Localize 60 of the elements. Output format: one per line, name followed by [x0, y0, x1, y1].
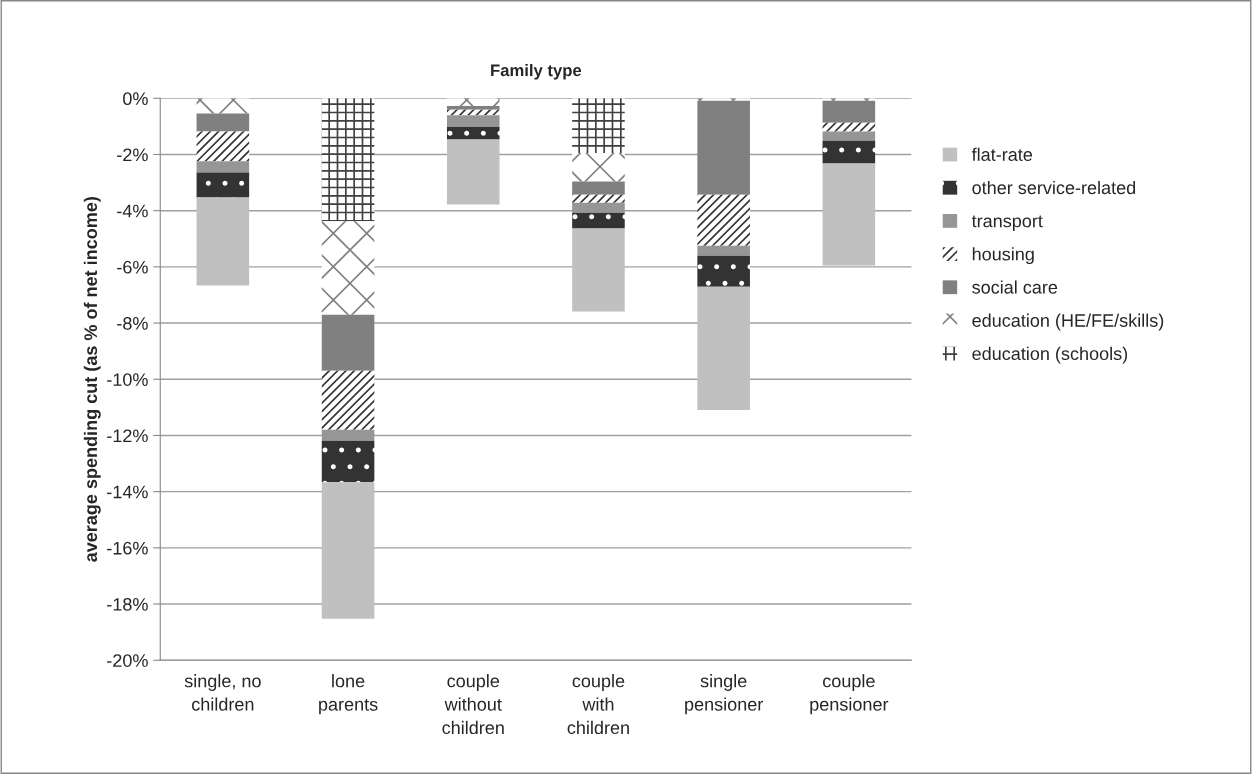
bar [572, 181, 625, 195]
bar [697, 194, 750, 246]
x-tick-label: single, no children [184, 674, 261, 711]
bar [822, 100, 876, 123]
y-tick-label: -18% [107, 597, 148, 611]
bar [822, 140, 876, 164]
bar [697, 100, 750, 195]
y-tick-label: -16% [107, 541, 148, 555]
bar [822, 122, 876, 132]
bar [446, 115, 500, 127]
y-tick-label: -12% [107, 429, 148, 443]
bar [572, 212, 625, 229]
legend-label: education (HE/FE/skills) [972, 313, 1164, 331]
y-tick-label: -4% [117, 204, 148, 218]
bar [446, 126, 500, 140]
bar [196, 131, 250, 162]
y-tick-label: -14% [107, 485, 148, 499]
y-tick-label: -2% [117, 148, 148, 162]
bar [321, 98, 375, 222]
bar [196, 113, 250, 132]
bar [321, 370, 375, 430]
x-tick-label: couple pensioner [810, 674, 889, 715]
bar [446, 139, 500, 205]
bar [196, 172, 250, 198]
y-tick-label: 0% [123, 92, 148, 106]
y-tick-label: -6% [117, 260, 148, 274]
bar [572, 98, 625, 154]
y-tick-label: -10% [107, 373, 148, 386]
bar [321, 440, 375, 483]
chart-title: Family type [491, 64, 582, 80]
bar [572, 194, 625, 203]
bar [321, 221, 375, 315]
bar [822, 163, 876, 266]
bar [196, 98, 250, 114]
legend-label: flat-rate [971, 147, 1033, 161]
x-tick-label: lone parents [319, 674, 378, 715]
legend-label: transport [971, 215, 1043, 231]
bar [446, 105, 500, 110]
y-tick-label: -20% [107, 654, 148, 667]
bar [572, 228, 625, 312]
legend-label: other service-related [972, 180, 1136, 195]
x-tick-label: single pensioner [685, 674, 764, 715]
y-axis-title: average spending cut (as % of net income) [83, 197, 101, 562]
bar [446, 98, 500, 106]
bar [697, 286, 750, 410]
bar [697, 245, 750, 256]
bar [321, 314, 375, 371]
bar [572, 153, 625, 182]
legend-label: housing [972, 247, 1034, 265]
bar [321, 482, 375, 619]
x-tick-label: couple with children [567, 674, 629, 735]
bar [697, 255, 750, 287]
bar [196, 161, 250, 173]
legend-label: education (schools) [972, 346, 1128, 364]
bar [446, 109, 500, 116]
bar [196, 197, 250, 286]
bar [822, 131, 876, 141]
y-tick-label: -8% [117, 317, 148, 330]
legend-label: social care [972, 280, 1058, 294]
x-tick-label: couple without children [442, 674, 504, 735]
